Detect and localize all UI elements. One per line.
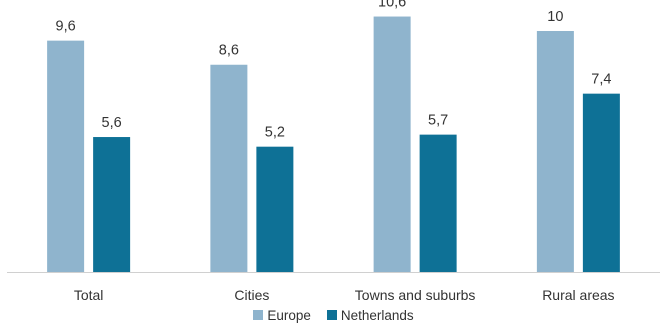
bar-netherlands-rural-areas — [582, 93, 620, 272]
category-labels-group: Total Cities Towns and suburbs Rural areas — [74, 287, 615, 303]
value-label-europe-rural-areas: 10 — [547, 9, 563, 25]
value-label-netherlands-towns-and-suburbs: 5,7 — [428, 113, 448, 129]
bars-group — [47, 16, 620, 273]
bar-netherlands-cities — [256, 146, 294, 272]
legend-swatch-europe — [253, 310, 264, 320]
bar-europe-rural-areas — [536, 31, 574, 272]
legend-swatch-netherlands — [326, 310, 337, 320]
value-label-netherlands-total: 5,6 — [102, 115, 122, 131]
value-labels-group: 9,6 5,6 8,6 5,2 10,6 5,7 10 7,4 — [56, 0, 612, 141]
legend-item-europe: Europe — [253, 308, 311, 323]
value-label-netherlands-rural-areas: 7,4 — [591, 72, 611, 88]
legend-label-netherlands: Netherlands — [340, 307, 414, 323]
category-label-towns-and-suburbs: Towns and suburbs — [355, 287, 476, 303]
legend-label-europe: Europe — [267, 307, 311, 323]
category-label-total: Total — [74, 287, 104, 303]
bar-europe-towns-and-suburbs — [373, 16, 411, 273]
value-label-europe-total: 9,6 — [56, 19, 76, 35]
bar-netherlands-towns-and-suburbs — [419, 134, 457, 272]
legend-item-netherlands: Netherlands — [326, 307, 414, 323]
value-label-europe-towns-and-suburbs: 10,6 — [378, 0, 406, 11]
value-label-netherlands-cities: 5,2 — [265, 125, 285, 141]
category-label-rural-areas: Rural areas — [542, 287, 614, 303]
legend: Europe Netherlands — [0, 306, 667, 324]
bar-europe-total — [47, 40, 85, 272]
bar-netherlands-total — [93, 137, 131, 272]
value-label-europe-cities: 8,6 — [219, 43, 239, 59]
category-label-cities: Cities — [234, 287, 269, 303]
bar-europe-cities — [210, 64, 248, 273]
